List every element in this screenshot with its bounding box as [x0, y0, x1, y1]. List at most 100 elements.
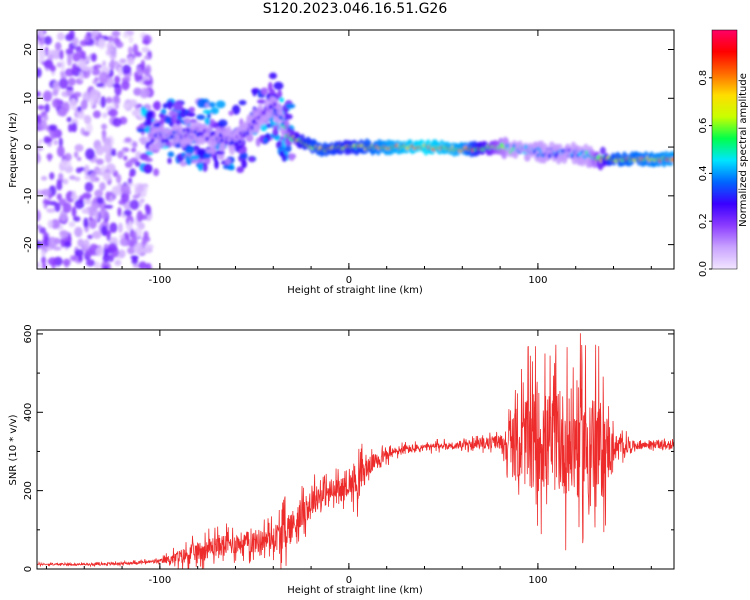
spectrogram-blob	[196, 98, 206, 108]
spectrogram-blob	[37, 209, 41, 222]
spectrogram-blob	[208, 101, 216, 108]
spectrogram-blob	[145, 262, 152, 269]
snr-ytick-label: 200	[23, 481, 34, 500]
spectrogram-blob	[134, 161, 141, 167]
spectrogram-blob	[56, 193, 62, 201]
spectrogram-blob	[282, 113, 293, 120]
spectrogram-blob	[67, 77, 76, 87]
spectrogram-blob	[41, 249, 46, 257]
spectrogram-blob	[123, 155, 128, 161]
snr-ylabel: SNR (10 * v/v)	[8, 414, 19, 485]
snr-xtick-label: 0	[346, 575, 352, 586]
spectrogram-blob	[239, 152, 248, 160]
spectrogram-blob	[143, 230, 149, 240]
spectrogram-blob	[83, 238, 90, 251]
spectrogram-blob	[47, 49, 57, 56]
spectrogram-blob	[132, 256, 138, 262]
spectrogram-blob	[85, 259, 96, 267]
spectrogram-xtick-label: 100	[528, 275, 547, 286]
spectrogram-ridge-point	[278, 115, 283, 120]
spectrogram-blob	[56, 62, 63, 68]
spectrogram-blob	[44, 103, 50, 113]
spectrogram-blob	[68, 30, 75, 40]
spectrogram-blob	[41, 256, 47, 265]
spectrogram-blob	[80, 99, 88, 110]
spectrogram-blob	[215, 100, 226, 109]
spectrogram-blob	[60, 70, 65, 77]
spectrogram-blob	[98, 71, 109, 84]
spectrogram-blob	[190, 154, 200, 160]
spectrogram-blob	[144, 203, 150, 212]
spectrogram-ridge-point	[164, 138, 169, 143]
spectrogram-blob	[167, 157, 172, 164]
spectrogram-blob	[112, 117, 122, 127]
spectrogram-blob	[119, 234, 125, 239]
spectrogram-blob	[77, 113, 86, 120]
spectrogram-blob	[94, 176, 100, 182]
spectrogram-blob	[127, 220, 133, 231]
spectrogram-blob	[72, 52, 81, 62]
spectrogram-ridge-point	[185, 127, 190, 132]
spectrogram-blob	[119, 238, 128, 246]
spectrogram-blob	[279, 150, 285, 157]
spectrogram-xlabel: Height of straight line (km)	[287, 285, 423, 296]
spectrogram-blob	[196, 148, 206, 157]
spectrogram-blob	[123, 209, 132, 217]
spectrogram-blob	[75, 167, 82, 174]
spectrogram-plot-area	[37, 30, 674, 269]
spectrogram-blob	[92, 230, 102, 239]
spectrogram-blob	[53, 139, 58, 146]
spectrogram-blob	[66, 54, 73, 67]
spectrogram-blob	[74, 144, 84, 152]
spectrogram-blob	[105, 191, 111, 201]
spectrogram-blob	[143, 55, 150, 61]
spectrogram-blob	[47, 257, 58, 266]
spectrogram-blob	[218, 119, 228, 128]
spectrogram-blob	[185, 155, 190, 165]
spectrogram-blob	[162, 103, 168, 109]
spectrogram-blob	[71, 122, 78, 133]
spectrogram-blob	[122, 64, 132, 75]
spectrogram-blob	[59, 49, 64, 60]
chart-title: S120.2023.046.16.51.G26	[262, 1, 448, 17]
colorbar-tick-label: 0.0	[698, 261, 709, 277]
spectrogram-blob	[117, 181, 122, 193]
spectrogram-blob	[145, 110, 154, 119]
spectrogram-blob	[79, 71, 84, 82]
spectrogram-blob	[105, 49, 111, 56]
spectrogram-blob	[83, 130, 90, 137]
spectrogram-blob	[179, 160, 187, 167]
spectrogram-blob	[231, 104, 241, 115]
spectrogram-blob	[58, 137, 63, 148]
spectrogram-blob	[38, 39, 45, 45]
spectrogram-blob	[68, 221, 76, 228]
spectrogram-blob	[249, 156, 255, 163]
spectrogram-blob	[42, 199, 52, 204]
spectrogram-blob	[47, 236, 58, 249]
spectrogram-blob	[109, 222, 118, 234]
spectrogram-blob	[71, 206, 77, 218]
spectrogram-blob	[102, 253, 111, 263]
spectrogram-blob	[173, 101, 183, 111]
spectrogram-blob	[102, 112, 108, 119]
spectrogram-blob	[110, 151, 117, 157]
spectrogram-blob	[127, 56, 135, 66]
spectrogram-ridge-point	[229, 144, 236, 156]
spectrogram-blob	[132, 231, 137, 239]
spectrogram-xtick-label: -100	[149, 275, 172, 286]
spectrogram-blob	[115, 41, 124, 49]
spectrogram-blob	[285, 144, 292, 153]
spectrogram-blob	[202, 109, 213, 114]
spectrogram-blob	[140, 87, 150, 98]
spectrogram-blob	[102, 172, 112, 182]
spectrogram-ytick-label: 10	[23, 92, 34, 105]
spectrogram-blob	[238, 100, 247, 106]
spectrogram-blob	[143, 166, 152, 171]
spectrogram-blob	[145, 116, 153, 126]
spectrogram-blob	[103, 204, 114, 209]
spectrogram-blob	[94, 261, 101, 269]
snr-chart: -100 0 100 0 200 400 600 Height of straight li…	[8, 324, 675, 596]
snr-xtick-label: -100	[149, 575, 172, 586]
spectrogram-blob	[40, 175, 48, 181]
